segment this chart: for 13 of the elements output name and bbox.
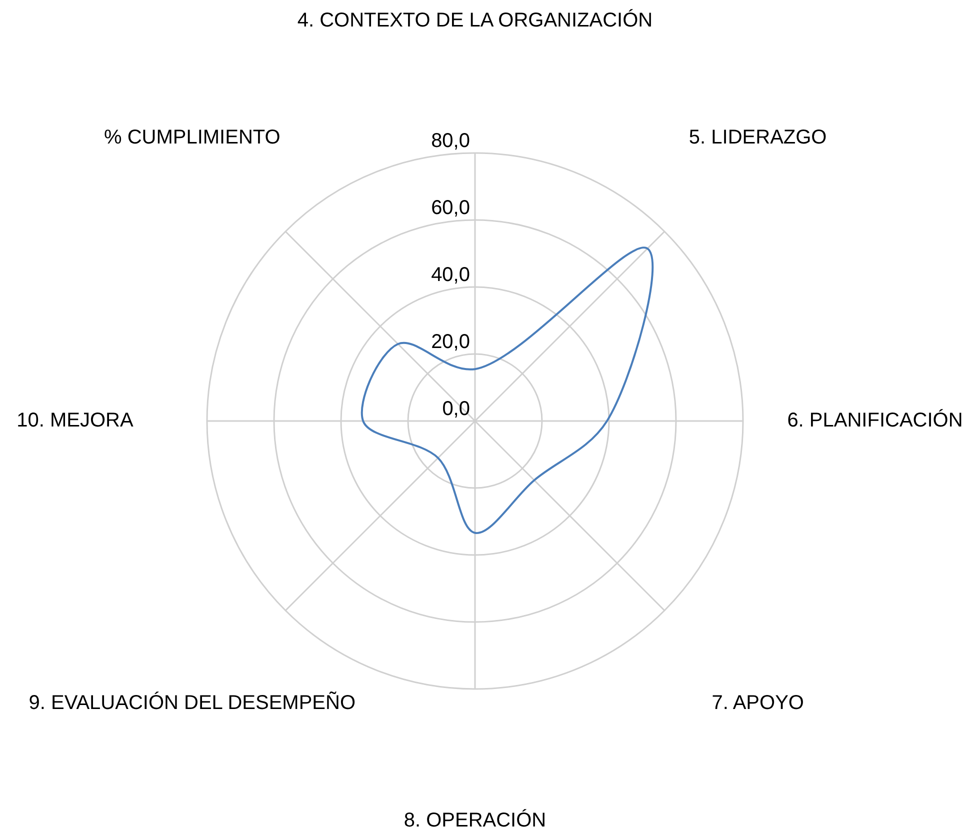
spoke-label: 10. MEJORA: [16, 409, 134, 432]
y-tick-label: 40,0: [431, 264, 470, 286]
spoke-label: % CUMPLIMIENTO: [104, 126, 280, 148]
spoke-label: 6. PLANIFICACIÓN: [787, 408, 963, 432]
spoke-label: 9. EVALUACIÓN DEL DESEMPEÑO: [28, 691, 356, 714]
y-tick-label: 80,0: [431, 130, 470, 152]
y-tick-label: 0,0: [442, 398, 470, 420]
spoke-label: 8. OPERACIÓN: [404, 808, 546, 832]
spoke-label: 5. LIDERAZGO: [688, 126, 827, 148]
spoke-label: 4. CONTEXTO DE LA ORGANIZACIÓN: [297, 8, 653, 32]
spoke-label: 7. APOYO: [712, 692, 804, 714]
y-tick-label: 60,0: [431, 197, 470, 219]
y-tick-label: 20,0: [431, 331, 470, 353]
